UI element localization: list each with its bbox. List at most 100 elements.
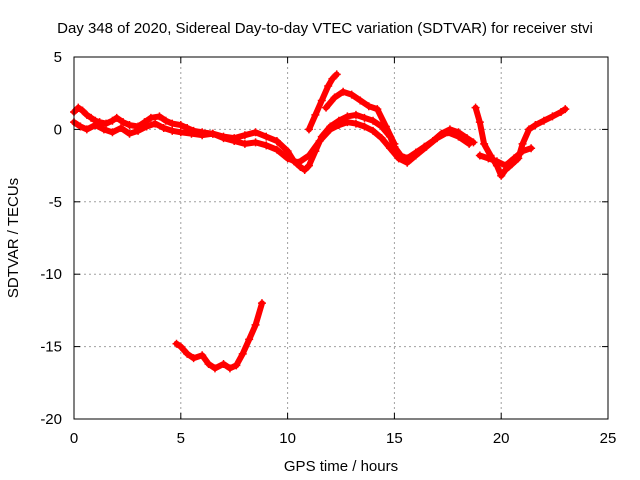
series-bump-12-14 bbox=[322, 87, 399, 148]
y-tick-label: -5 bbox=[49, 194, 62, 211]
data-point bbox=[381, 122, 390, 131]
data-point bbox=[454, 132, 463, 141]
data-point bbox=[159, 123, 168, 132]
x-tick-label: 10 bbox=[279, 430, 296, 447]
data-point bbox=[245, 335, 254, 344]
data-point bbox=[76, 122, 85, 131]
data-point bbox=[386, 144, 395, 153]
data-point bbox=[198, 131, 207, 140]
y-tick-label: 0 bbox=[54, 121, 62, 138]
data-point bbox=[283, 154, 292, 163]
data-point bbox=[411, 151, 420, 160]
data-point bbox=[204, 359, 213, 368]
plot-frame bbox=[73, 56, 609, 420]
chart-title: Day 348 of 2020, Sidereal Day-to-day VTE… bbox=[57, 20, 593, 37]
data-point bbox=[232, 361, 241, 370]
data-point bbox=[240, 139, 249, 148]
data-point bbox=[548, 112, 557, 121]
data-point bbox=[283, 147, 292, 156]
data-point bbox=[146, 113, 155, 122]
y-tick-label: -15 bbox=[40, 339, 62, 356]
x-tick-label: 25 bbox=[600, 430, 617, 447]
data-point bbox=[351, 119, 360, 128]
data-point bbox=[208, 129, 217, 138]
data-point bbox=[108, 116, 117, 125]
data-point bbox=[142, 122, 151, 131]
grid bbox=[74, 57, 608, 419]
data-point bbox=[369, 126, 378, 135]
data-point bbox=[360, 113, 369, 122]
data-point bbox=[527, 144, 536, 153]
x-axis-title: GPS time / hours bbox=[284, 458, 398, 475]
data-point bbox=[475, 151, 484, 160]
data-point bbox=[390, 139, 399, 148]
data-point bbox=[176, 128, 185, 137]
data-point bbox=[230, 136, 239, 145]
data-point bbox=[557, 108, 566, 117]
data-point bbox=[78, 106, 87, 115]
data-point bbox=[343, 118, 352, 127]
data-point bbox=[238, 349, 247, 358]
data-point bbox=[225, 364, 234, 373]
x-tick-label: 15 bbox=[386, 430, 403, 447]
data-point bbox=[187, 129, 196, 138]
data-point bbox=[356, 96, 365, 105]
data-point bbox=[240, 131, 249, 140]
data-point bbox=[134, 126, 143, 135]
data-point bbox=[82, 110, 91, 119]
data-point bbox=[443, 128, 452, 137]
series-late-segment bbox=[471, 103, 570, 180]
data-point bbox=[87, 113, 96, 122]
series-late-lower bbox=[475, 144, 536, 170]
data-point bbox=[324, 81, 333, 90]
data-point bbox=[433, 134, 442, 143]
data-point bbox=[369, 116, 378, 125]
data-point bbox=[539, 116, 548, 125]
data-point bbox=[108, 128, 117, 137]
data-point bbox=[272, 145, 281, 154]
data-point bbox=[91, 121, 100, 130]
data-point bbox=[176, 342, 185, 351]
data-point bbox=[300, 165, 309, 174]
series-main-upper bbox=[70, 103, 478, 174]
data-point bbox=[510, 154, 519, 163]
data-point bbox=[475, 118, 484, 127]
data-point bbox=[155, 112, 164, 121]
data-point bbox=[471, 103, 480, 112]
data-point bbox=[531, 121, 540, 130]
data-point bbox=[497, 171, 506, 180]
data-point bbox=[339, 87, 348, 96]
data-point bbox=[373, 105, 382, 114]
data-point bbox=[74, 103, 83, 112]
data-point bbox=[251, 128, 260, 137]
data-point bbox=[492, 157, 501, 166]
y-axis-title: SDTVAR / TECUs bbox=[5, 178, 22, 298]
data-point bbox=[151, 119, 160, 128]
data-point bbox=[377, 134, 386, 143]
data-point bbox=[322, 103, 331, 112]
data-point bbox=[272, 136, 281, 145]
data-point bbox=[304, 125, 313, 134]
data-point bbox=[465, 139, 474, 148]
data-point bbox=[168, 119, 177, 128]
data-point bbox=[251, 138, 260, 147]
data-series bbox=[70, 70, 570, 373]
series-early-low-segment bbox=[172, 299, 266, 373]
data-point bbox=[561, 105, 570, 114]
series-spike-11-12 bbox=[304, 70, 341, 134]
data-point bbox=[328, 74, 337, 83]
data-point bbox=[518, 147, 527, 156]
data-point bbox=[189, 354, 198, 363]
data-point bbox=[524, 125, 533, 134]
data-point bbox=[364, 102, 373, 111]
data-point bbox=[125, 121, 134, 130]
data-point bbox=[330, 93, 339, 102]
y-tick-label: -10 bbox=[40, 266, 62, 283]
data-point bbox=[332, 70, 341, 79]
x-tick-label: 5 bbox=[177, 430, 185, 447]
data-point bbox=[183, 349, 192, 358]
data-point bbox=[480, 139, 489, 148]
data-point bbox=[219, 134, 228, 143]
data-point bbox=[403, 158, 412, 167]
data-point bbox=[304, 151, 313, 160]
